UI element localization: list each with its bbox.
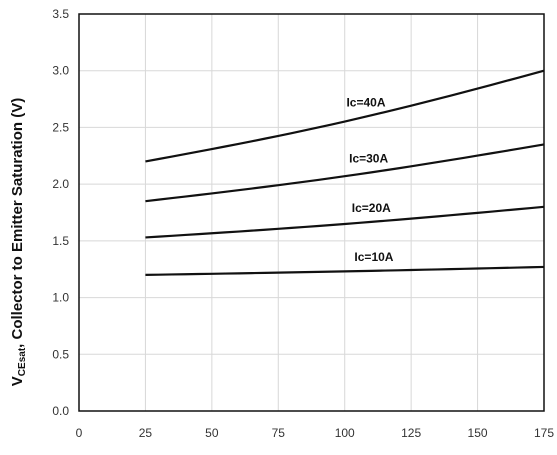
series-label-ic-40a: Ic=40A [346,96,385,110]
y-tick-label: 1.0 [52,291,69,305]
y-tick-label: 0.5 [52,347,69,361]
series-line-ic-40a [145,69,545,163]
x-tick-label: 50 [205,426,219,440]
x-axis-ticks: 0 25 50 75 100 125 150 175 [76,426,555,440]
y-tick-label: 1.5 [52,234,69,248]
y-tick-label: 3.0 [52,64,69,78]
series-label-ic-10a: Ic=10A [354,250,393,264]
data-series [145,69,545,276]
x-tick-label: 25 [139,426,153,440]
series-label-ic-30a: Ic=30A [349,152,388,166]
y-axis-title: VCEsat, Collector to Emitter Saturation … [9,98,28,386]
series-line-ic-30a [145,143,545,203]
y-tick-label: 2.5 [52,120,69,134]
series-line-ic-10a [145,265,545,276]
plot-frame [78,13,545,412]
x-tick-label: 100 [335,426,355,440]
series-label-ic-20a: Ic=20A [352,201,391,215]
series-line-ic-20a [145,205,545,239]
y-tick-label: 2.0 [52,177,69,191]
x-tick-label: 175 [534,426,554,440]
x-tick-label: 150 [468,426,488,440]
x-tick-label: 125 [401,426,421,440]
y-axis-ticks: 0.0 0.5 1.0 1.5 2.0 2.5 3.0 3.5 [52,7,69,418]
y-tick-label: 3.5 [52,7,69,21]
x-tick-label: 0 [76,426,83,440]
y-tick-label: 0.0 [52,404,69,418]
x-tick-label: 75 [272,426,286,440]
grid-lines [78,13,545,412]
series-labels: Ic=40A Ic=30A Ic=20A Ic=10A [346,96,393,264]
